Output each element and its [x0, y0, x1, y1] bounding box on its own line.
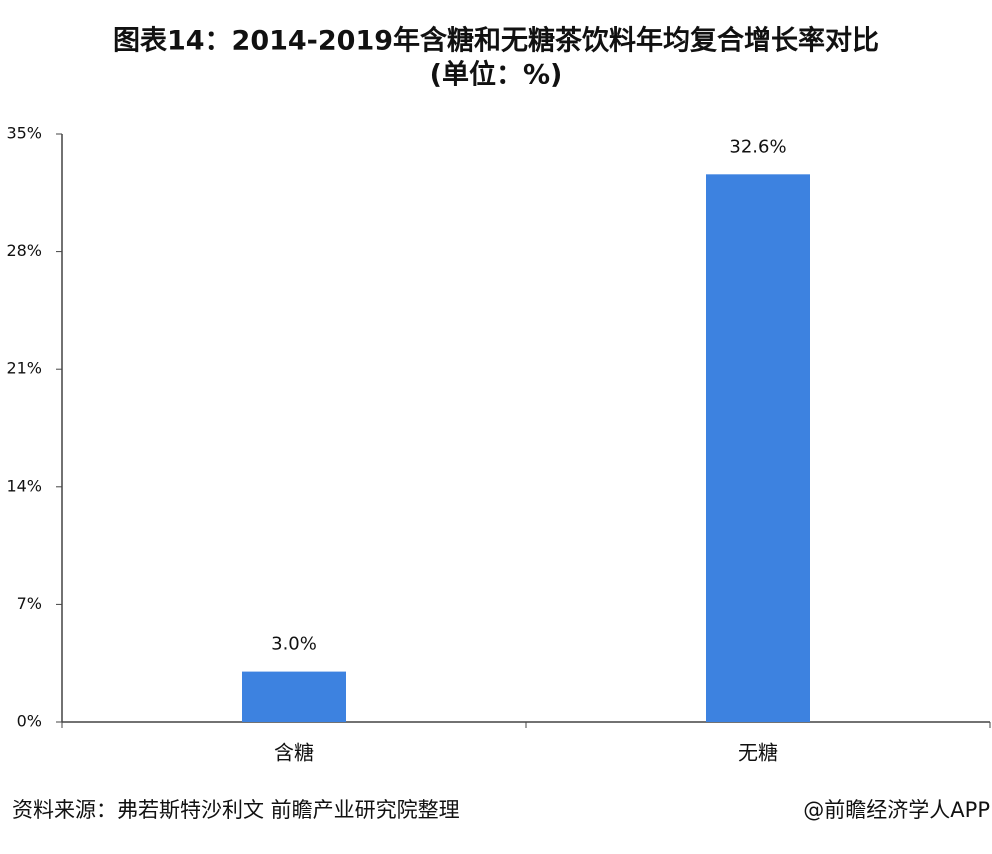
y-tick-label: 21%	[6, 359, 42, 378]
x-tick-label: 含糖	[274, 741, 314, 765]
y-tick-label: 0%	[17, 712, 42, 731]
bar	[706, 174, 810, 722]
bar	[242, 671, 346, 722]
y-tick-label: 14%	[6, 476, 42, 495]
x-tick-label: 无糖	[738, 741, 778, 765]
source-note: 资料来源：弗若斯特沙利文 前瞻产业研究院整理	[12, 798, 460, 822]
y-tick-label: 35%	[6, 124, 42, 143]
value-label: 32.6%	[729, 136, 786, 157]
credit: @前瞻经济学人APP	[803, 798, 990, 822]
chart-title: 图表14：2014-2019年含糖和无糖茶饮料年均复合增长率对比	[113, 25, 879, 57]
chart-subtitle: (单位：%)	[430, 59, 563, 91]
y-tick-label: 28%	[6, 241, 42, 260]
value-label: 3.0%	[271, 634, 317, 655]
y-tick-label: 7%	[17, 594, 42, 613]
